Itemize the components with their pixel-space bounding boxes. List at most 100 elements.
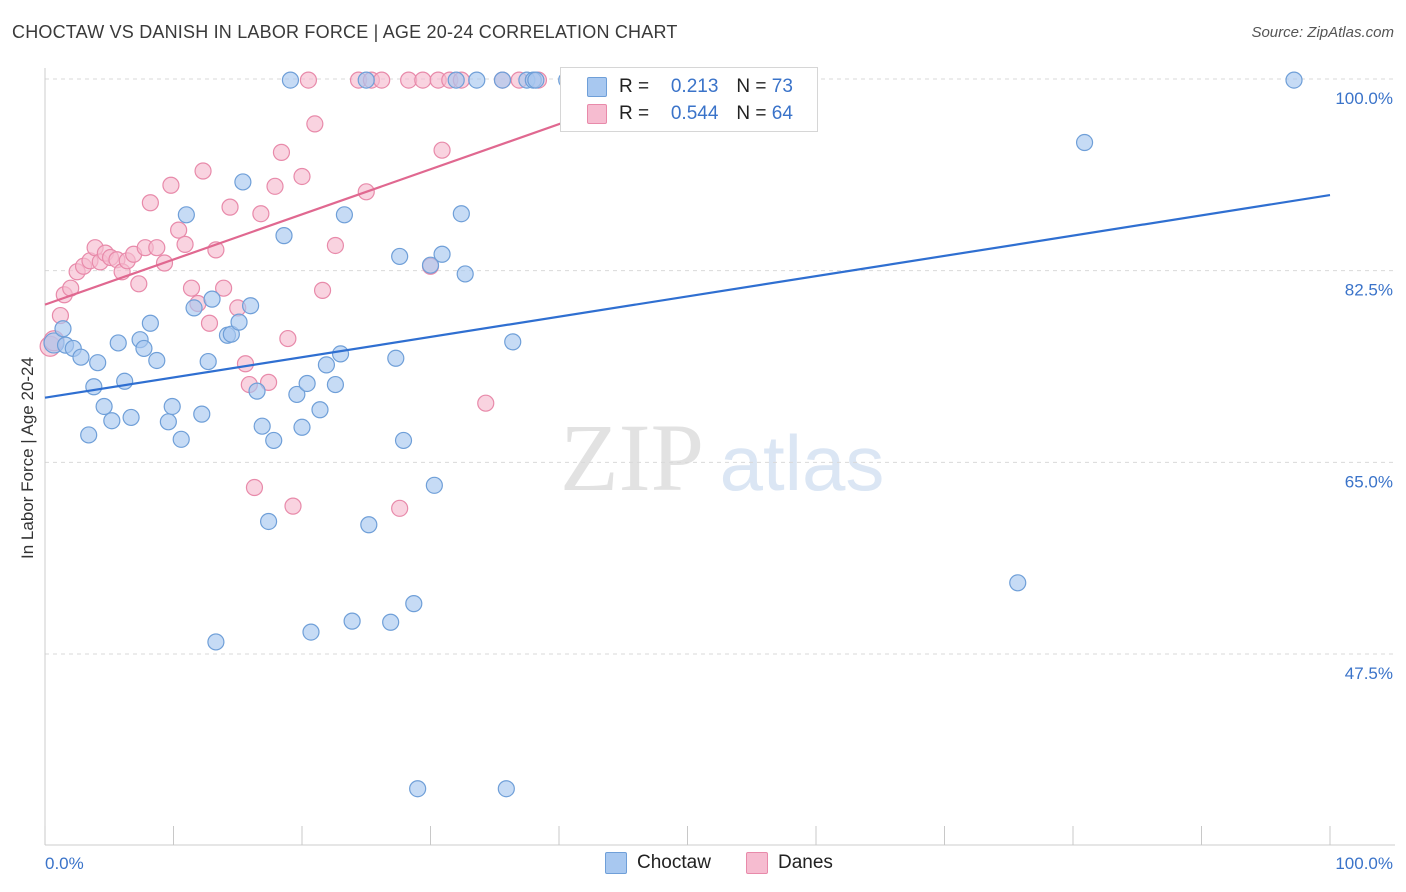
choctaw-point-27 [222,325,240,343]
danes-point-58 [477,394,495,412]
danes-series [39,71,640,517]
legend-row-choctaw: R = 0.213 N = 73 [561,74,793,100]
choctaw-point-40 [302,623,320,641]
legend-choctaw-label: Choctaw [637,852,711,873]
choctaw-point-4 [72,348,90,366]
y-tick-label-0: 47.5% [1345,664,1393,683]
watermark-zip: ZIP [560,404,704,511]
choctaw-trend-line [44,194,1331,399]
danes-point-32 [236,355,255,373]
danes-point-34 [245,478,264,497]
choctaw-point-62 [493,71,512,89]
danes-point-40 [284,497,302,515]
choctaw-point-15 [141,314,159,332]
danes-point-24 [182,279,201,297]
choctaw-point-36 [281,71,300,89]
choctaw-point-60 [456,265,474,283]
choctaw-point-6 [85,378,103,396]
danes-point-45 [326,236,345,255]
choctaw-point-58 [447,71,465,89]
legend-choctaw-swatch [605,852,627,874]
danes-swatch [587,104,607,124]
choctaw-point-10 [109,334,127,352]
choctaw-point-14 [135,339,153,358]
legend-row-danes: R = 0.544 N = 64 [561,101,793,127]
choctaw-point-9 [103,412,121,430]
choctaw-point-70 [1009,574,1027,592]
danes-point-30 [221,198,239,216]
choctaw-point-5 [80,426,98,444]
choctaw-point-23 [199,352,217,371]
choctaw-swatch [587,77,607,97]
choctaw-point-28 [230,313,248,331]
choctaw-point-30 [242,297,260,315]
choctaw-point-1 [54,320,72,338]
choctaw-point-57 [433,245,451,263]
choctaw-r-label: R = [619,76,650,97]
legend-item-danes[interactable]: Danes [746,852,833,874]
choctaw-point-7 [89,354,107,372]
danes-point-37 [266,177,284,195]
choctaw-point-44 [331,345,350,363]
danes-point-43 [306,115,324,133]
danes-point-19 [148,239,166,257]
choctaw-point-33 [259,512,278,531]
choctaw-point-32 [253,417,271,435]
tick-labels: 47.5% 65.0% 82.5% 100.0% 0.0% 100.0% [45,89,1393,873]
choctaw-point-16 [148,351,166,370]
watermark-atlas: atlas [720,419,885,507]
danes-point-29 [215,279,233,297]
choctaw-point-52 [394,431,413,450]
danes-point-23 [176,235,194,253]
danes-point-38 [272,143,291,161]
danes-point-41 [293,167,311,186]
choctaw-point-22 [193,405,211,423]
series-legend: Choctaw Danes [0,852,1406,878]
choctaw-point-45 [335,206,354,224]
x-tick-label-0: 0.0% [45,854,84,873]
choctaw-point-34 [265,431,283,450]
choctaw-point-71 [1075,133,1094,152]
danes-point-22 [170,221,188,239]
choctaw-point-21 [185,299,203,317]
choctaw-point-64 [504,333,522,351]
choctaw-point-29 [234,173,252,191]
choctaw-point-72 [1285,71,1303,89]
choctaw-point-51 [391,247,409,266]
choctaw-point-42 [317,356,336,374]
danes-point-16 [130,275,148,293]
legend-item-choctaw[interactable]: Choctaw [605,852,711,874]
choctaw-point-61 [468,71,486,89]
choctaw-point-17 [159,413,177,431]
choctaw-point-37 [288,385,306,404]
danes-point-35 [252,205,270,223]
choctaw-point-49 [382,613,400,631]
choctaw-point-48 [360,516,378,534]
danes-point-27 [200,314,219,332]
choctaw-point-39 [298,374,316,393]
danes-point-39 [279,329,297,348]
danes-point-52 [414,71,432,89]
choctaw-point-38 [293,418,311,436]
choctaw-point-18 [163,397,181,416]
choctaw-point-55 [421,256,440,274]
danes-point-36 [259,373,278,391]
legend-danes-swatch [746,852,768,874]
choctaw-point-46 [343,612,361,630]
x-tick-label-1: 100.0% [1335,854,1393,873]
choctaw-point-67 [527,71,545,89]
danes-point-55 [433,141,451,159]
source-label: Source: ZipAtlas.com [1251,24,1394,41]
danes-point-44 [313,281,332,299]
choctaw-point-56 [425,476,443,494]
chart-title: CHOCTAW VS DANISH IN LABOR FORCE | AGE 2… [12,22,678,42]
danes-point-18 [141,194,159,212]
danes-point-49 [373,71,391,89]
choctaw-point-43 [326,375,345,394]
danes-r-value: 0.544 [670,103,719,124]
danes-point-26 [194,162,212,180]
y-tick-label-2: 82.5% [1345,281,1393,300]
danes-point-50 [391,499,409,517]
choctaw-r-value: 0.213 [670,76,719,97]
